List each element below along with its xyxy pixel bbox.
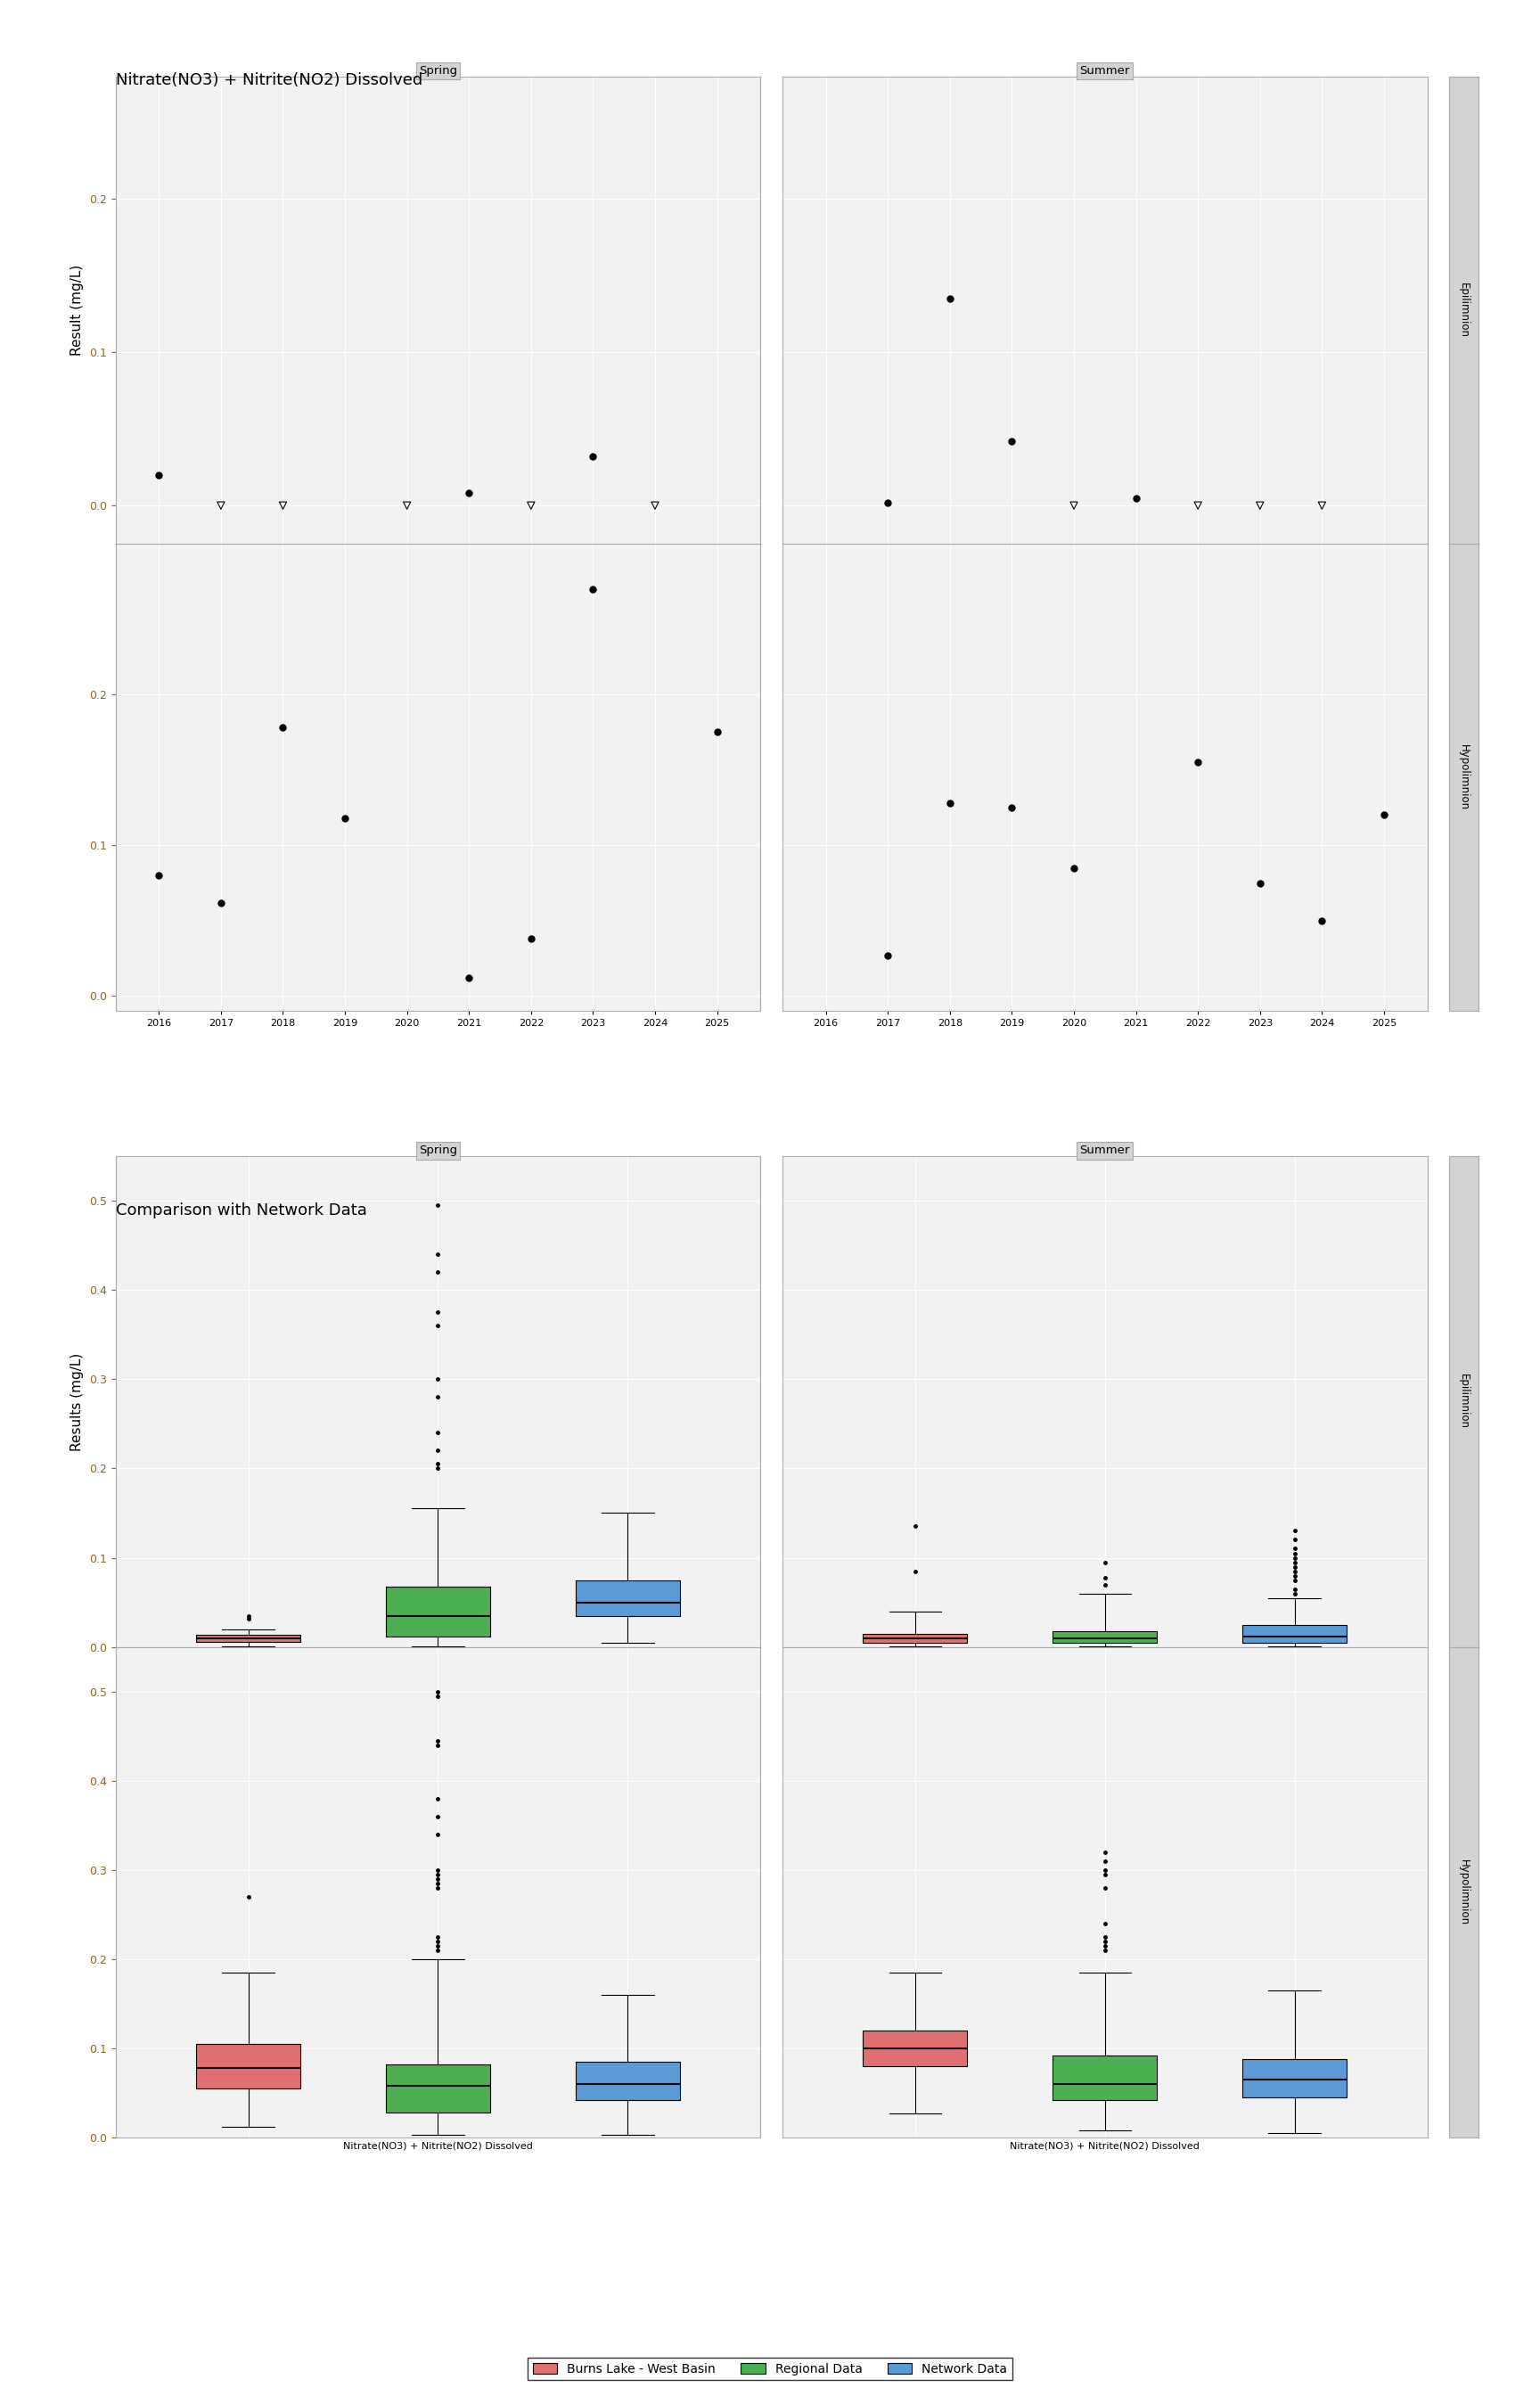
Point: [146, 855, 171, 894]
PathPatch shape: [196, 1634, 300, 1641]
Point: [1247, 865, 1272, 903]
PathPatch shape: [1053, 1632, 1157, 1641]
Point: [581, 570, 605, 609]
Point: [938, 280, 962, 319]
Point: [1061, 848, 1086, 887]
Point: [581, 438, 605, 477]
Point: [1061, 486, 1086, 525]
Text: Summer: Summer: [1080, 1145, 1130, 1157]
Y-axis label: Results (mg/L): Results (mg/L): [71, 1351, 85, 1450]
Point: [876, 484, 901, 522]
Point: [208, 884, 233, 922]
Y-axis label: Result (mg/L): Result (mg/L): [71, 264, 85, 357]
Text: Hypolimnion: Hypolimnion: [1458, 1859, 1469, 1924]
Point: [999, 422, 1024, 460]
PathPatch shape: [862, 1634, 967, 1641]
Point: [519, 920, 544, 958]
PathPatch shape: [576, 2061, 679, 2099]
PathPatch shape: [1053, 2056, 1157, 2099]
Point: [1309, 486, 1334, 525]
PathPatch shape: [196, 2044, 300, 2089]
PathPatch shape: [862, 2029, 967, 2065]
Text: Summer: Summer: [1080, 65, 1130, 77]
Point: [208, 486, 233, 525]
Point: [394, 486, 419, 525]
Point: [876, 937, 901, 975]
Text: Spring: Spring: [419, 65, 457, 77]
Text: Epilimnion: Epilimnion: [1458, 1373, 1469, 1430]
Point: [1186, 486, 1210, 525]
Text: Nitrate(NO3) + Nitrite(NO2) Dissolved: Nitrate(NO3) + Nitrite(NO2) Dissolved: [116, 72, 422, 89]
Legend: Burns Lake - West Basin, Regional Data, Network Data: Burns Lake - West Basin, Regional Data, …: [528, 2358, 1012, 2379]
Point: [333, 798, 357, 836]
Point: [457, 474, 482, 513]
PathPatch shape: [387, 1586, 490, 1636]
Point: [271, 709, 296, 748]
Text: Spring: Spring: [419, 1145, 457, 1157]
PathPatch shape: [1243, 1624, 1348, 1641]
Point: [999, 788, 1024, 827]
Point: [642, 486, 667, 525]
Point: [1186, 743, 1210, 781]
Point: [1372, 795, 1397, 834]
Point: [1309, 901, 1334, 939]
PathPatch shape: [576, 1579, 679, 1615]
Point: [519, 486, 544, 525]
Point: [1247, 486, 1272, 525]
PathPatch shape: [1243, 2058, 1348, 2096]
Text: Hypolimnion: Hypolimnion: [1458, 745, 1469, 810]
Point: [938, 783, 962, 822]
Point: [457, 958, 482, 997]
PathPatch shape: [387, 2065, 490, 2113]
Text: Comparison with Network Data: Comparison with Network Data: [116, 1203, 367, 1220]
Point: [271, 486, 296, 525]
Text: Epilimnion: Epilimnion: [1458, 283, 1469, 338]
Point: [1124, 479, 1149, 518]
Point: [705, 714, 730, 752]
Point: [146, 455, 171, 494]
